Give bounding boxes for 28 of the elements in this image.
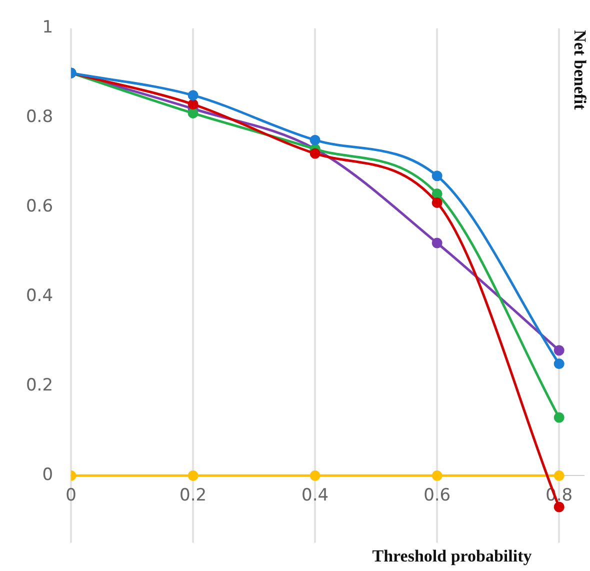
- y-tick-label: 0: [42, 465, 54, 486]
- point: [554, 345, 564, 356]
- point: [310, 470, 320, 481]
- point: [188, 108, 198, 118]
- point: [432, 170, 442, 182]
- point: [432, 188, 442, 200]
- point: [554, 412, 564, 423]
- x-axis-title: Threshold probability: [372, 546, 532, 566]
- y-tick-label: 1: [42, 18, 54, 38]
- point: [432, 470, 442, 481]
- point: [188, 90, 198, 101]
- point: [310, 134, 320, 146]
- point: [188, 470, 198, 481]
- point: [432, 197, 442, 208]
- point: [310, 148, 320, 159]
- y-tick-label: 0.8: [26, 107, 54, 128]
- y-axis-title: Net benefit: [570, 30, 590, 110]
- point: [554, 470, 564, 481]
- y-tick-label: 0.2: [26, 376, 54, 396]
- x-tick-label: 0.4: [302, 485, 329, 506]
- point: [432, 238, 442, 248]
- x-tick-label: 0.6: [424, 485, 451, 506]
- y-tick-label: 0.4: [26, 286, 54, 306]
- x-tick-label: 0: [66, 485, 76, 506]
- point: [188, 99, 198, 110]
- x-tick-label: 0.2: [180, 485, 207, 506]
- y-tick-label: 0.6: [26, 196, 54, 217]
- point: [554, 358, 564, 370]
